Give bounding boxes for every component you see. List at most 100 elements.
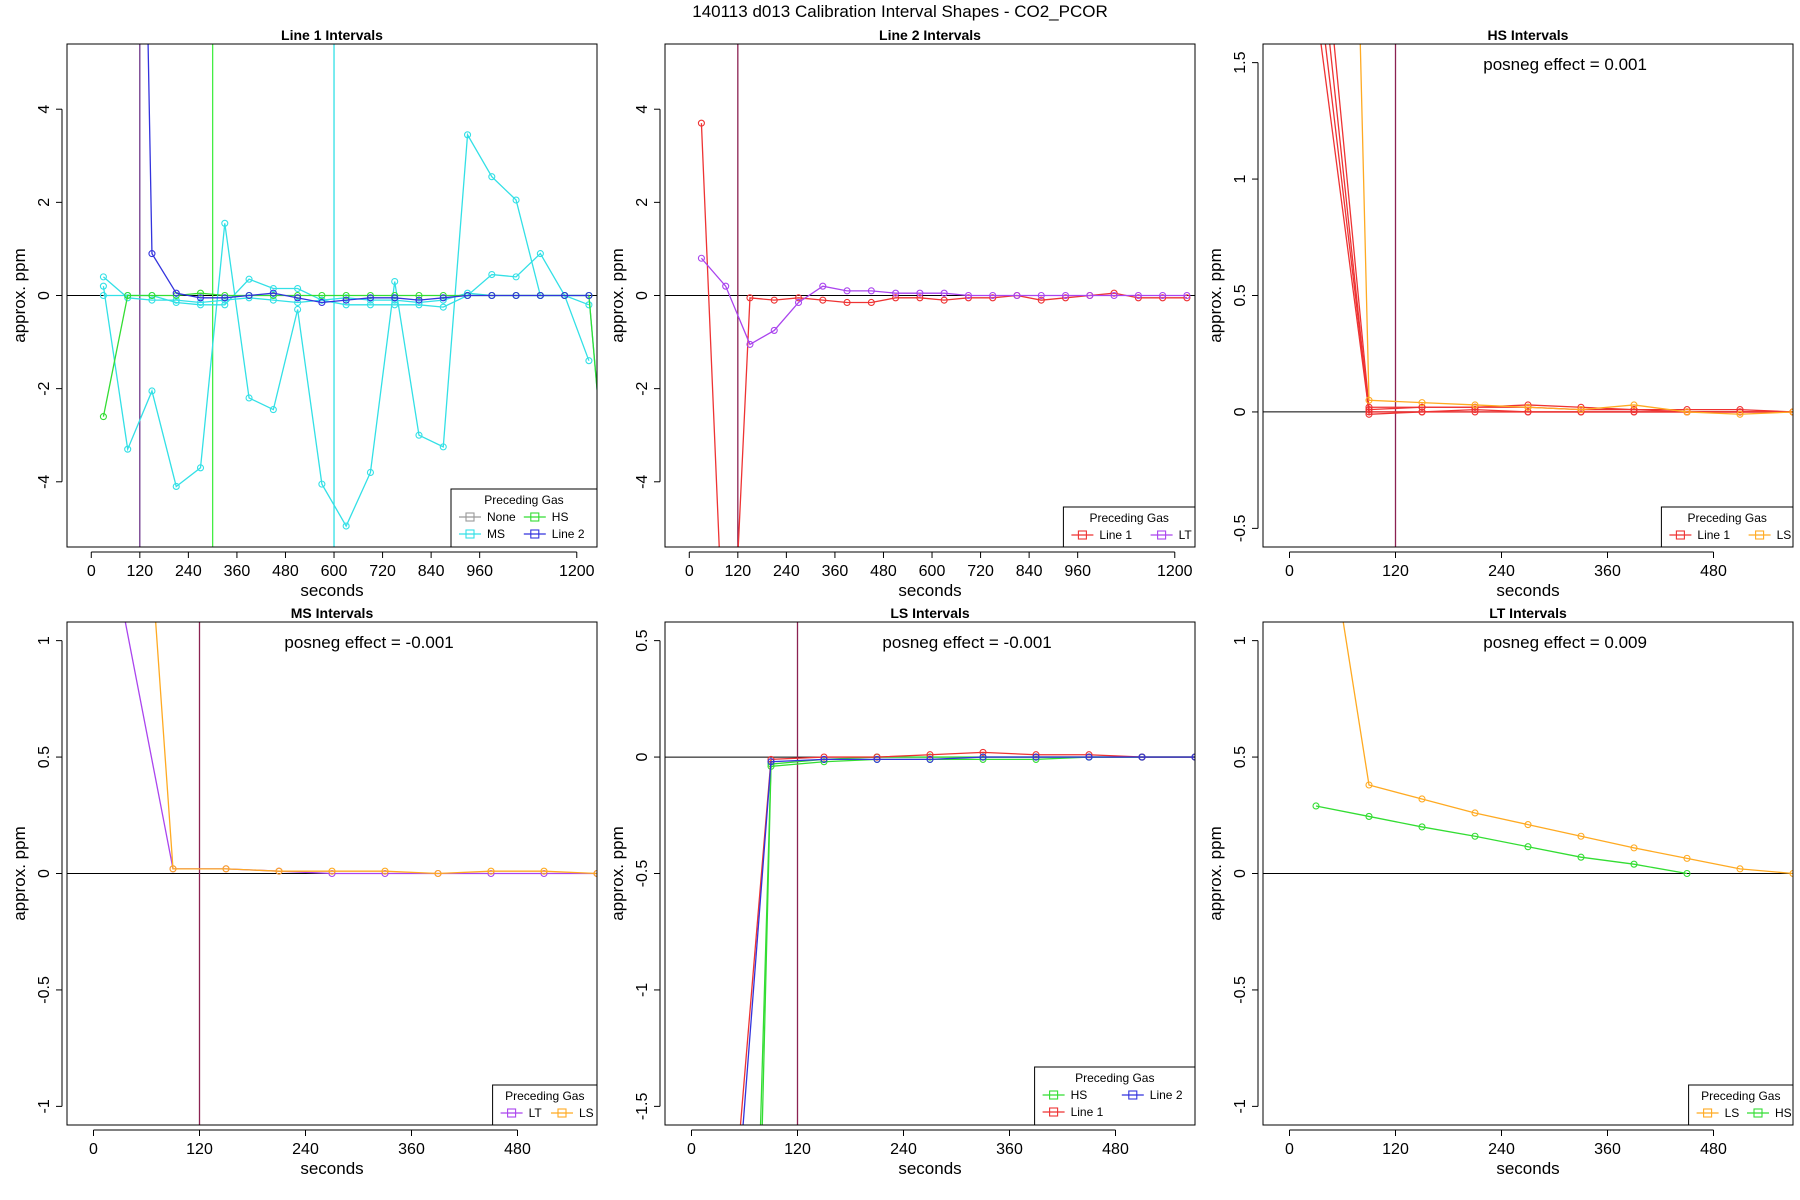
data-point bbox=[916, 289, 924, 297]
y-tick-label: 0 bbox=[36, 291, 53, 300]
data-point bbox=[873, 753, 881, 761]
series-line bbox=[1324, 44, 1793, 413]
series-line bbox=[147, 44, 589, 304]
x-tick-label: 600 bbox=[321, 563, 348, 580]
data-point bbox=[989, 294, 997, 302]
x-tick-label: 240 bbox=[292, 1141, 319, 1158]
data-point bbox=[598, 432, 604, 438]
data-point bbox=[415, 296, 423, 304]
data-point bbox=[867, 287, 875, 295]
data-point bbox=[222, 865, 230, 873]
legend: Preceding Gas None HS MS Line 2 bbox=[450, 488, 598, 548]
data-point bbox=[1577, 406, 1585, 414]
data-point bbox=[172, 298, 180, 307]
x-tick-label: 240 bbox=[1488, 563, 1515, 580]
data-point bbox=[1524, 821, 1532, 829]
data-point bbox=[269, 289, 277, 297]
data-point bbox=[1630, 408, 1638, 416]
data-point bbox=[1789, 869, 1793, 878]
posneg-annotation: posneg effect = 0.009 bbox=[1483, 633, 1647, 652]
series-line bbox=[1359, 44, 1793, 415]
x-axis-label: seconds bbox=[300, 581, 363, 600]
legend-title: Preceding Gas bbox=[1090, 511, 1169, 525]
legend-label: HS bbox=[1775, 1106, 1792, 1120]
data-point bbox=[1630, 844, 1638, 852]
data-point bbox=[926, 751, 934, 759]
legend-box bbox=[492, 1084, 598, 1126]
x-tick-label: 480 bbox=[1700, 563, 1727, 580]
data-point bbox=[1110, 291, 1118, 300]
data-point bbox=[415, 298, 423, 307]
chart-panel-3: HS Intervals 0 120 240 360 480 seconds -0.5 0 0.5… bbox=[1206, 27, 1794, 600]
x-axis-label: seconds bbox=[300, 1159, 363, 1178]
y-tick-label: 0 bbox=[1232, 407, 1249, 416]
data-point bbox=[415, 301, 423, 309]
data-point bbox=[342, 296, 350, 304]
data-point bbox=[172, 482, 180, 491]
data-point bbox=[269, 406, 277, 414]
data-point bbox=[342, 294, 350, 302]
data-point bbox=[1085, 753, 1093, 761]
data-point bbox=[820, 753, 828, 761]
data-point bbox=[867, 298, 875, 307]
data-point bbox=[391, 301, 399, 309]
data-point bbox=[1159, 294, 1167, 302]
data-point bbox=[873, 755, 881, 763]
x-tick-label: 480 bbox=[1102, 1141, 1129, 1158]
data-point bbox=[767, 758, 775, 766]
data-point bbox=[366, 296, 374, 304]
data-point bbox=[1418, 408, 1426, 416]
data-point bbox=[391, 277, 399, 286]
data-point bbox=[770, 326, 778, 334]
data-point bbox=[124, 445, 132, 453]
data-point bbox=[221, 291, 229, 300]
x-tick-label: 480 bbox=[870, 563, 897, 580]
data-point bbox=[391, 291, 399, 300]
data-point bbox=[1183, 291, 1191, 300]
x-tick-label: 840 bbox=[418, 563, 445, 580]
legend-swatch-marker bbox=[1077, 530, 1087, 540]
data-point bbox=[512, 291, 520, 300]
data-point bbox=[1471, 403, 1479, 411]
chart-title: Line 2 Intervals bbox=[879, 27, 981, 43]
data-point bbox=[770, 296, 778, 304]
legend-swatch-marker bbox=[465, 512, 475, 522]
legend-title: Preceding Gas bbox=[1688, 511, 1767, 525]
data-point bbox=[366, 294, 374, 302]
series-line bbox=[102, 292, 597, 417]
data-point bbox=[1086, 291, 1094, 300]
data-point bbox=[1736, 865, 1744, 873]
x-tick-label: 720 bbox=[369, 563, 396, 580]
data-point bbox=[415, 291, 423, 300]
data-point bbox=[318, 291, 326, 300]
plot-frame bbox=[66, 621, 598, 1126]
data-point bbox=[1159, 291, 1167, 300]
series-line bbox=[739, 751, 1195, 1125]
y-tick-label: -2 bbox=[36, 381, 53, 395]
data-point bbox=[964, 294, 972, 302]
data-point bbox=[843, 287, 851, 295]
data-point bbox=[697, 254, 705, 262]
posneg-annotation: posneg effect = 0.001 bbox=[1483, 55, 1647, 74]
data-point bbox=[1683, 406, 1691, 414]
legend: Preceding Gas HS Line 2 Line 1 bbox=[1034, 1066, 1196, 1126]
y-tick-label: -1 bbox=[36, 1099, 53, 1113]
series-line bbox=[124, 622, 597, 875]
data-point bbox=[1183, 294, 1191, 302]
legend-swatch-marker bbox=[530, 529, 540, 539]
x-tick-label: 360 bbox=[224, 563, 251, 580]
data-point bbox=[221, 294, 229, 302]
data-point bbox=[169, 865, 177, 873]
series-line bbox=[700, 123, 1187, 547]
y-tick-label: 1 bbox=[1232, 636, 1249, 645]
plot-frame bbox=[1262, 621, 1794, 1126]
x-axis-label: seconds bbox=[1496, 581, 1559, 600]
data-point bbox=[487, 869, 495, 878]
data-point bbox=[196, 301, 205, 309]
data-point bbox=[99, 413, 107, 421]
data-point bbox=[512, 273, 520, 281]
x-tick-label: 600 bbox=[919, 563, 946, 580]
legend-label: MS bbox=[487, 527, 505, 541]
x-tick-label: 0 bbox=[1285, 1141, 1294, 1158]
